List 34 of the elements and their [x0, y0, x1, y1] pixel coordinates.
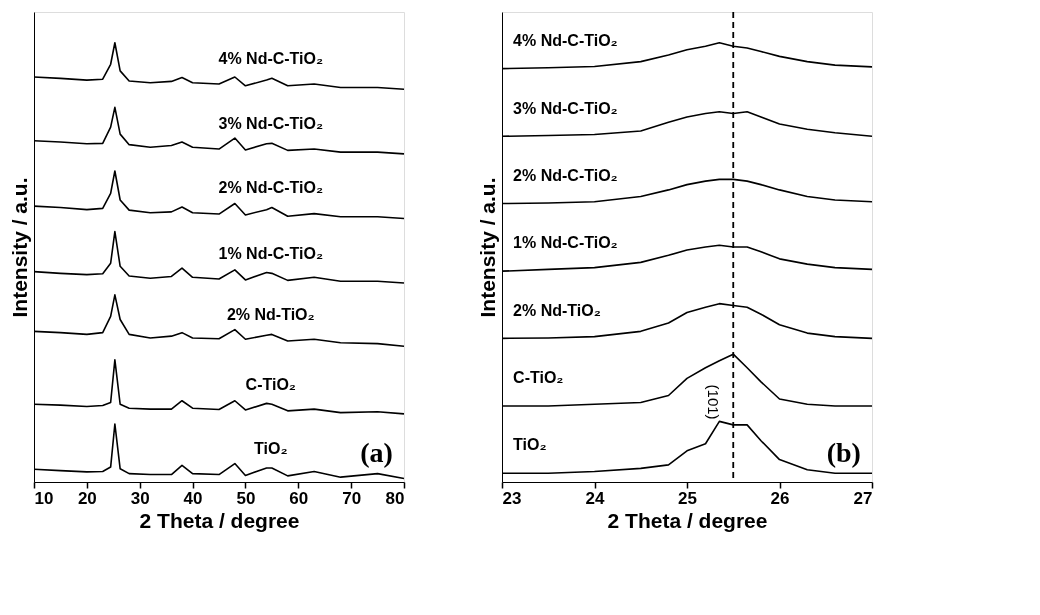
x-tick-label: 30 — [130, 488, 150, 508]
series-label: 4% Nd-C-TiO₂ — [513, 31, 618, 49]
series-label: 2% Nd-TiO₂ — [513, 301, 601, 319]
series-label: 1% Nd-C-TiO₂ — [218, 245, 324, 263]
x-tick-label: 20 — [77, 488, 97, 508]
series-label: 2% Nd-C-TiO₂ — [513, 166, 618, 184]
x-tick-label: 70 — [342, 488, 362, 508]
x-tick-label: 24 — [585, 488, 605, 508]
x-tick-label: 10 — [34, 488, 54, 508]
annotation: (101) — [704, 384, 722, 420]
y-axis-title: Intensity / a.u. — [7, 177, 31, 318]
series-label: 4% Nd-C-TiO₂ — [218, 50, 324, 68]
series-label: TiO₂ — [254, 439, 288, 457]
x-tick-label: 26 — [770, 488, 790, 508]
x-tick-label: 40 — [183, 488, 203, 508]
series-label: 3% Nd-C-TiO₂ — [218, 115, 324, 133]
x-tick-label: 27 — [853, 488, 873, 508]
annotation: (a) — [360, 436, 393, 468]
y-axis-title: Intensity / a.u. — [475, 177, 499, 318]
series-label: C-TiO₂ — [245, 376, 296, 394]
x-tick-label: 50 — [236, 488, 256, 508]
series-label: 3% Nd-C-TiO₂ — [513, 99, 618, 117]
series-label: TiO₂ — [513, 436, 547, 454]
x-tick-label: 60 — [289, 488, 309, 508]
x-axis-title: 2 Theta / degree — [607, 508, 768, 532]
series-label: 2% Nd-C-TiO₂ — [218, 179, 324, 197]
x-axis-title: 2 Theta / degree — [139, 508, 300, 532]
series-label: C-TiO₂ — [513, 369, 564, 387]
x-tick-label: 80 — [385, 488, 405, 508]
series-label: 1% Nd-C-TiO₂ — [513, 234, 618, 252]
x-tick-label: 25 — [678, 488, 697, 508]
series-label: 2% Nd-TiO₂ — [226, 306, 315, 324]
x-tick-label: 23 — [502, 488, 522, 508]
annotation: (b) — [826, 436, 861, 468]
